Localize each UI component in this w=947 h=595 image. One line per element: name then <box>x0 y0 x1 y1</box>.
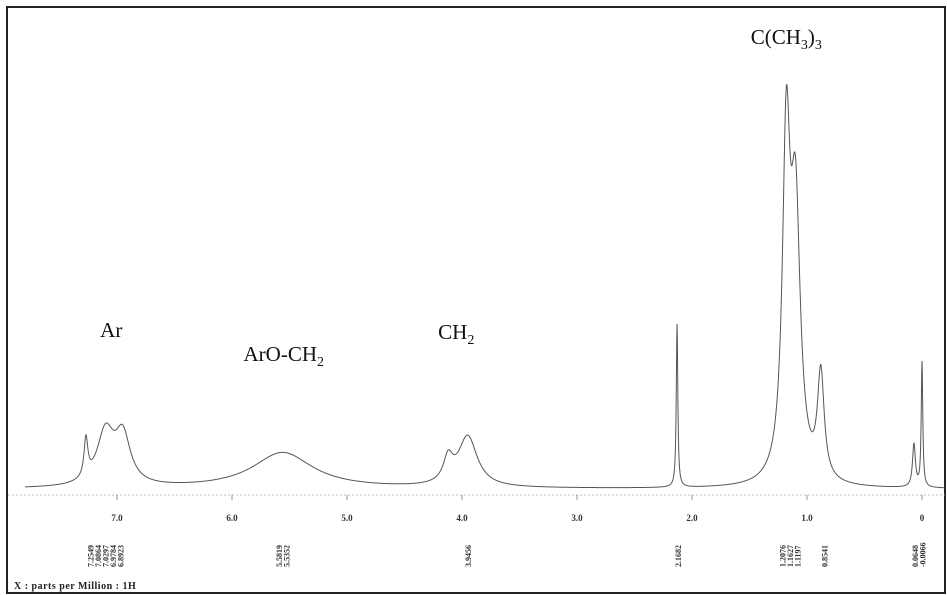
x-tick-label: 3.0 <box>571 513 583 523</box>
peak-shift-label: 5.5352 <box>282 545 291 567</box>
spectrum-line <box>24 83 945 489</box>
peak-shift-label: 7.0297 <box>102 545 111 567</box>
spectrum-curve-layer <box>24 83 945 489</box>
peak-shift-label: 1.1197 <box>793 545 802 567</box>
peak-shift-label: 3.9456 <box>464 545 473 567</box>
x-tick-label: 5.0 <box>341 513 353 523</box>
peak-shift-label: 1.1627 <box>786 545 795 567</box>
peak-annotation: C(CH3)3 <box>751 25 822 53</box>
peak-annotation: Ar <box>100 318 122 342</box>
x-tick-label: 6.0 <box>226 513 238 523</box>
x-axis-label: X : parts per Million : 1H <box>14 581 136 592</box>
peak-shift-label: 7.2549 <box>87 545 96 567</box>
peak-shift-label: 7.0864 <box>94 545 103 567</box>
peak-shift-label: 1.2076 <box>778 545 787 567</box>
peak-shift-label: 0.0648 <box>911 545 920 567</box>
x-tick-label: 0 <box>920 513 925 523</box>
x-tick-label: 4.0 <box>456 513 468 523</box>
peak-annotation: ArO-CH2 <box>244 342 325 370</box>
x-tick-label: 2.0 <box>686 513 698 523</box>
spectrum-frame <box>6 6 946 594</box>
peak-shift-label: 6.8923 <box>117 545 126 567</box>
peak-shift-label: -0.0066 <box>918 542 927 567</box>
peak-shift-label: 2.1682 <box>674 545 683 567</box>
peak-annotation: CH2 <box>438 320 474 348</box>
peak-shift-label: 6.9784 <box>109 545 118 567</box>
peak-annotations: Ar ArO-CH2 CH2 C(CH3)3 <box>100 25 822 370</box>
x-tick-label: 7.0 <box>111 513 123 523</box>
x-axis: 7.0 6.0 5.0 4.0 3.0 2.0 1.0 0 <box>8 494 945 523</box>
x-tick-label: 1.0 <box>801 513 813 523</box>
peak-shift-label: 5.5819 <box>275 545 284 567</box>
peak-shift-label: 0.8541 <box>820 545 829 567</box>
